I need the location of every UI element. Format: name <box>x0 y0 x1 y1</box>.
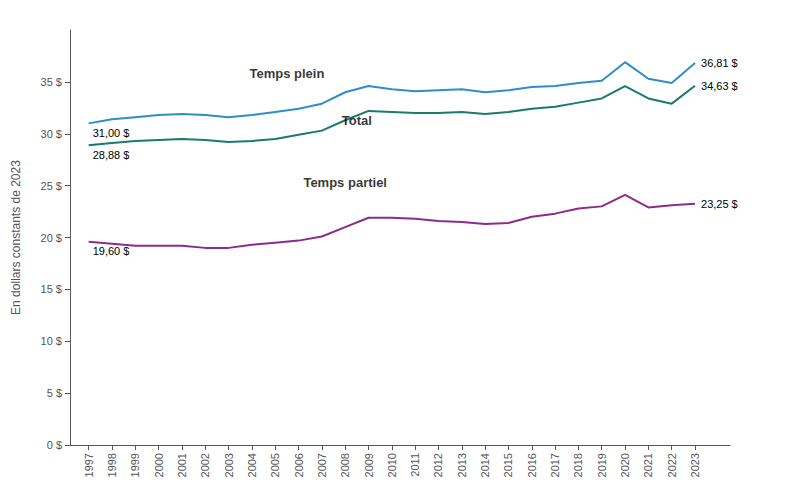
svg-text:34,63 $: 34,63 $ <box>701 80 738 92</box>
svg-text:30 $: 30 $ <box>41 128 62 140</box>
svg-text:20 $: 20 $ <box>41 232 62 244</box>
svg-text:2005: 2005 <box>269 453 281 477</box>
svg-text:Total: Total <box>342 113 372 128</box>
svg-text:Temps plein: Temps plein <box>249 66 324 81</box>
svg-text:2016: 2016 <box>526 453 538 477</box>
svg-text:5 $: 5 $ <box>47 387 62 399</box>
svg-text:2021: 2021 <box>642 453 654 477</box>
svg-text:1998: 1998 <box>106 453 118 477</box>
svg-text:10 $: 10 $ <box>41 335 62 347</box>
svg-text:1997: 1997 <box>83 453 95 477</box>
svg-text:2004: 2004 <box>246 453 258 477</box>
svg-text:2001: 2001 <box>176 453 188 477</box>
svg-text:En dollars constants de 2023: En dollars constants de 2023 <box>9 160 23 315</box>
svg-text:2012: 2012 <box>432 453 444 477</box>
svg-text:Temps partiel: Temps partiel <box>303 175 387 190</box>
svg-text:15 $: 15 $ <box>41 283 62 295</box>
svg-text:2022: 2022 <box>666 453 678 477</box>
svg-text:2011: 2011 <box>409 453 421 477</box>
svg-text:2020: 2020 <box>619 453 631 477</box>
svg-text:2018: 2018 <box>572 453 584 477</box>
svg-text:28,88 $: 28,88 $ <box>93 149 130 161</box>
svg-text:19,60 $: 19,60 $ <box>93 245 130 257</box>
svg-text:2007: 2007 <box>316 453 328 477</box>
svg-text:2015: 2015 <box>502 453 514 477</box>
svg-text:2006: 2006 <box>293 453 305 477</box>
svg-text:1999: 1999 <box>129 453 141 477</box>
svg-text:31,00 $: 31,00 $ <box>93 127 130 139</box>
svg-text:2009: 2009 <box>363 453 375 477</box>
svg-text:2014: 2014 <box>479 453 491 477</box>
svg-text:2019: 2019 <box>596 453 608 477</box>
svg-text:35 $: 35 $ <box>41 76 62 88</box>
svg-text:36,81 $: 36,81 $ <box>701 57 738 69</box>
svg-text:2003: 2003 <box>223 453 235 477</box>
svg-text:25 $: 25 $ <box>41 180 62 192</box>
svg-text:2008: 2008 <box>339 453 351 477</box>
svg-text:0 $: 0 $ <box>47 439 62 451</box>
svg-text:2017: 2017 <box>549 453 561 477</box>
svg-text:2000: 2000 <box>153 453 165 477</box>
svg-text:2002: 2002 <box>199 453 211 477</box>
svg-text:2010: 2010 <box>386 453 398 477</box>
svg-text:2013: 2013 <box>456 453 468 477</box>
svg-text:23,25 $: 23,25 $ <box>701 198 738 210</box>
svg-text:2023: 2023 <box>689 453 701 477</box>
